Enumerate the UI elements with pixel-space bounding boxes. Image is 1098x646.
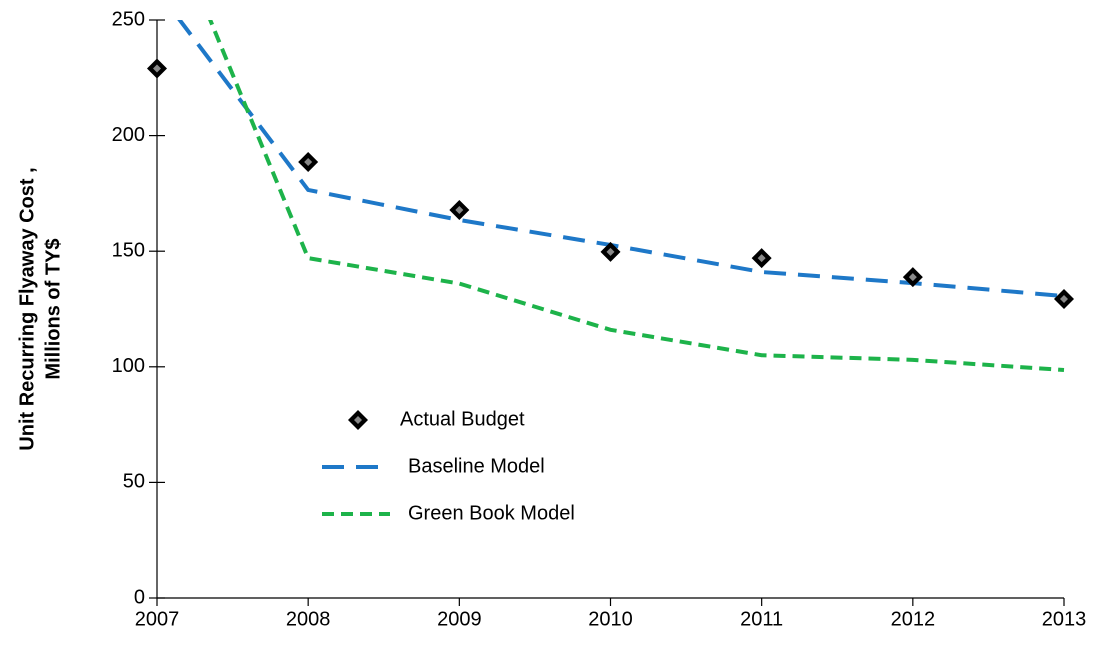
legend-label: Green Book Model — [408, 502, 575, 524]
legend-marker — [348, 410, 368, 430]
marker-center — [908, 273, 917, 282]
data-point — [600, 241, 621, 262]
legend-label: Actual Budget — [400, 408, 525, 430]
y-tick-label: 200 — [112, 124, 145, 146]
data-point — [449, 200, 470, 221]
y-tick-label: 50 — [123, 471, 145, 493]
marker-center — [153, 64, 161, 73]
y-tick-label: 250 — [112, 8, 145, 30]
x-tick-label: 2010 — [588, 608, 633, 630]
marker-center — [757, 254, 766, 263]
x-tick-label: 2012 — [891, 608, 936, 630]
data-point — [751, 248, 772, 269]
marker-center — [354, 416, 362, 424]
data-point — [902, 267, 923, 288]
marker-center — [304, 157, 313, 166]
y-tick-label: 150 — [112, 239, 145, 261]
y-axis-title: Unit Recurring Flyaway Cost , Millions o… — [16, 167, 64, 450]
y-tick-label: 0 — [134, 586, 145, 608]
x-tick-label: 2013 — [1042, 608, 1087, 630]
data-point — [298, 151, 319, 172]
x-tick-label: 2009 — [437, 608, 482, 630]
y-axis-title-line: Millions of TY$ — [42, 238, 64, 379]
marker-center — [606, 247, 615, 256]
marker-center — [455, 206, 464, 215]
plot-area — [177, 20, 1065, 373]
y-tick-label: 100 — [112, 355, 145, 377]
x-tick-label: 2011 — [740, 608, 783, 630]
x-tick-label: 2008 — [286, 608, 331, 630]
y-axis-title-line: Unit Recurring Flyaway Cost , — [16, 167, 38, 450]
x-tick-label: 2007 — [135, 608, 180, 630]
marker-center — [1060, 295, 1068, 304]
series-line — [208, 20, 1065, 373]
data-point — [147, 58, 167, 79]
data-point — [1054, 289, 1074, 310]
legend-label: Baseline Model — [408, 455, 545, 477]
